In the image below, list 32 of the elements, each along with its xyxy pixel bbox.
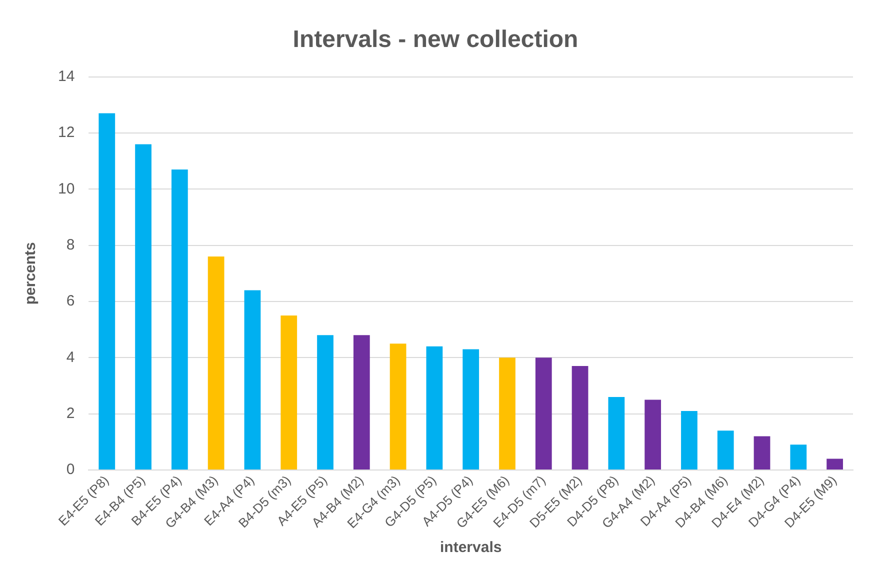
bar (135, 144, 152, 470)
bar (754, 436, 770, 470)
bar (353, 335, 370, 470)
bar (535, 358, 552, 470)
y-axis-title: percents (22, 242, 40, 305)
bar (390, 344, 406, 470)
bar (208, 256, 224, 470)
bar (280, 316, 298, 470)
y-tick-label: 4 (66, 348, 75, 366)
bar (171, 169, 188, 470)
bar (98, 113, 116, 470)
bar (572, 366, 588, 470)
chart-title: Intervals - new collection (292, 26, 578, 54)
bar (826, 458, 843, 470)
bar (681, 410, 698, 470)
y-tick-label: 0 (66, 461, 75, 478)
bar (499, 358, 516, 470)
bar (608, 396, 625, 470)
x-axis-title: intervals (440, 539, 502, 556)
bar (717, 430, 734, 470)
bar (462, 349, 480, 470)
bar (790, 444, 807, 470)
y-tick-label: 14 (58, 68, 75, 85)
y-tick-label: 8 (66, 236, 75, 254)
y-tick-label: 2 (66, 404, 75, 422)
bar (644, 400, 662, 470)
y-tick-label: 10 (58, 180, 75, 198)
bar (244, 290, 261, 470)
y-tick-label: 12 (58, 124, 75, 142)
y-tick-label: 6 (66, 292, 75, 310)
bar (317, 335, 334, 470)
bar (426, 346, 443, 470)
